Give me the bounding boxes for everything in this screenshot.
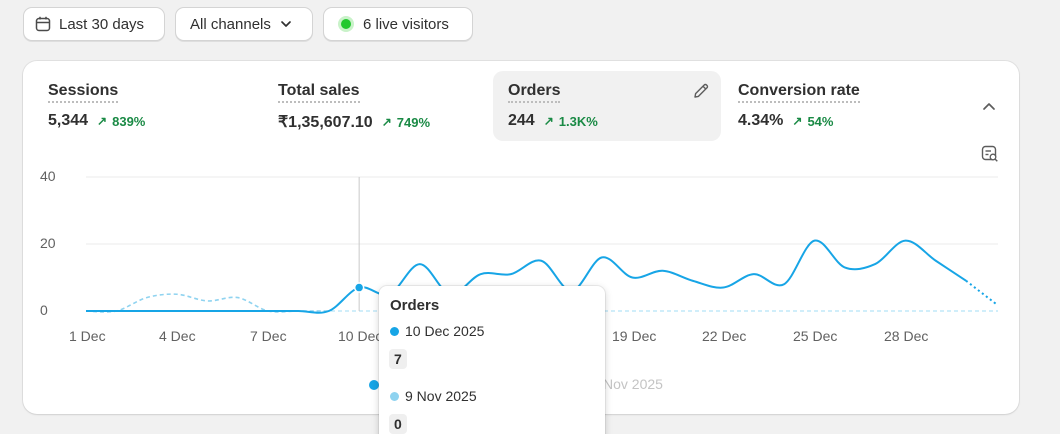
x-tick-label: 7 Dec [250,328,287,344]
channels-label: All channels [190,15,271,33]
metric-value: 244 [508,112,535,129]
x-tick-label: 28 Dec [884,328,929,344]
legend-current-dot [369,380,379,390]
chart-settings-icon[interactable] [981,145,999,168]
metric-label: Total sales [278,81,360,103]
metric-value: 4.34% [738,112,784,129]
tooltip-previous-date: 9 Nov 2025 [405,388,477,404]
calendar-icon [35,16,51,32]
metric-orders[interactable]: Orders 244 ↗ 1.3K% [493,71,721,141]
x-tick-label: 4 Dec [159,328,196,344]
chevron-down-icon [279,17,293,31]
chevron-up-icon[interactable] [981,99,997,118]
date-range-button[interactable]: Last 30 days [23,7,165,41]
arrow-up-right-icon: ↗ [543,114,554,128]
metric-change: ↗ 1.3K% [543,113,598,129]
legend [369,377,379,393]
tooltip-previous-row: 9 Nov 2025 [390,388,477,404]
legend-previous-label: Nov 2025 [603,376,663,392]
live-visitors-button[interactable]: 6 live visitors [323,7,473,41]
metric-conversion-rate[interactable]: Conversion rate 4.34% ↗ 54% [723,71,943,141]
metric-label: Orders [508,81,561,103]
x-tick-label: 10 Dec [338,328,383,344]
metric-value: 5,344 [48,112,89,129]
tooltip-current-row: 10 Dec 2025 [390,323,484,339]
metric-value: ₹1,35,607.10 [278,114,373,131]
arrow-up-right-icon: ↗ [792,114,803,128]
metric-total-sales[interactable]: Total sales ₹1,35,607.10 ↗ 749% [263,71,483,141]
live-status-dot [341,19,351,29]
metric-change: ↗ 749% [381,114,431,130]
tooltip-current-dot [390,326,399,336]
tooltip-current-value: 7 [389,349,407,369]
metric-label: Conversion rate [738,81,860,103]
metric-sessions[interactable]: Sessions 5,344 ↗ 839% [33,71,253,141]
arrow-up-right-icon: ↗ [381,115,392,129]
x-tick-label: 25 Dec [793,328,838,344]
tooltip-previous-value: 0 [389,414,407,434]
tooltip-title: Orders [390,297,440,314]
x-tick-label: 1 Dec [69,328,106,344]
chart-tooltip: Orders 10 Dec 2025 7 9 Nov 2025 0 [379,286,605,434]
tooltip-previous-dot [390,391,399,401]
tooltip-current-date: 10 Dec 2025 [405,323,485,339]
x-tick-label: 22 Dec [702,328,747,344]
channels-dropdown[interactable]: All channels [175,7,313,41]
y-tick-label: 0 [40,302,48,318]
arrow-up-right-icon: ↗ [97,114,108,128]
date-range-label: Last 30 days [59,15,145,33]
metric-change: ↗ 54% [792,113,834,129]
analytics-card: Sessions 5,344 ↗ 839% Total sales ₹1,35,6… [23,61,1019,414]
x-tick-label: 19 Dec [612,328,657,344]
y-tick-label: 20 [40,235,56,251]
live-visitors-label: 6 live visitors [363,15,449,33]
metric-label: Sessions [48,81,119,103]
y-tick-label: 40 [40,168,56,184]
edit-pencil-icon[interactable] [692,82,710,105]
metric-change: ↗ 839% [97,113,146,129]
